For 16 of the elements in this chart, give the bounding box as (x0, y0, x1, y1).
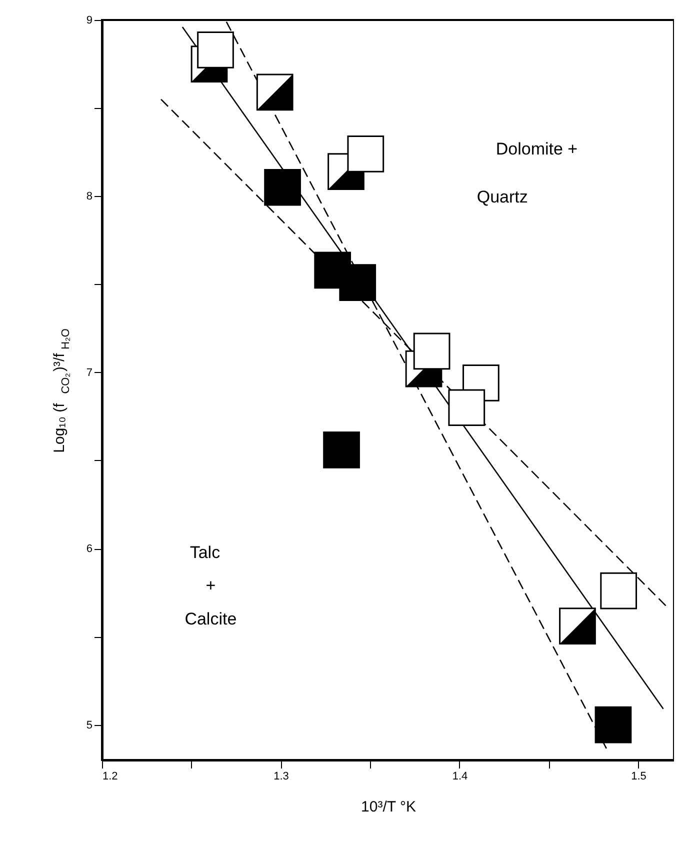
x-tick-label: 1.5 (631, 770, 646, 782)
y-tick-label: 9 (86, 14, 92, 26)
x-axis-title: 10³/T °K (361, 798, 416, 816)
annotation: Calcite (184, 609, 237, 628)
y-tick-label: 6 (86, 543, 92, 556)
y-tick-label: 8 (86, 190, 92, 203)
annotation: + (206, 576, 216, 596)
x-tick-label: 1.4 (452, 770, 468, 782)
annotation: Quartz (476, 188, 528, 207)
y-tick-label: 7 (86, 366, 92, 379)
x-tick-label: 1.3 (274, 770, 289, 782)
y-axis-title: Log₁₀ (fCO₂)³/fH₂O (51, 328, 72, 453)
x-tick-label: 1.2 (102, 770, 118, 782)
annotation: Dolomite + (496, 140, 578, 158)
y-tick-label: 5 (86, 719, 92, 732)
annotation: Talc (190, 542, 221, 562)
